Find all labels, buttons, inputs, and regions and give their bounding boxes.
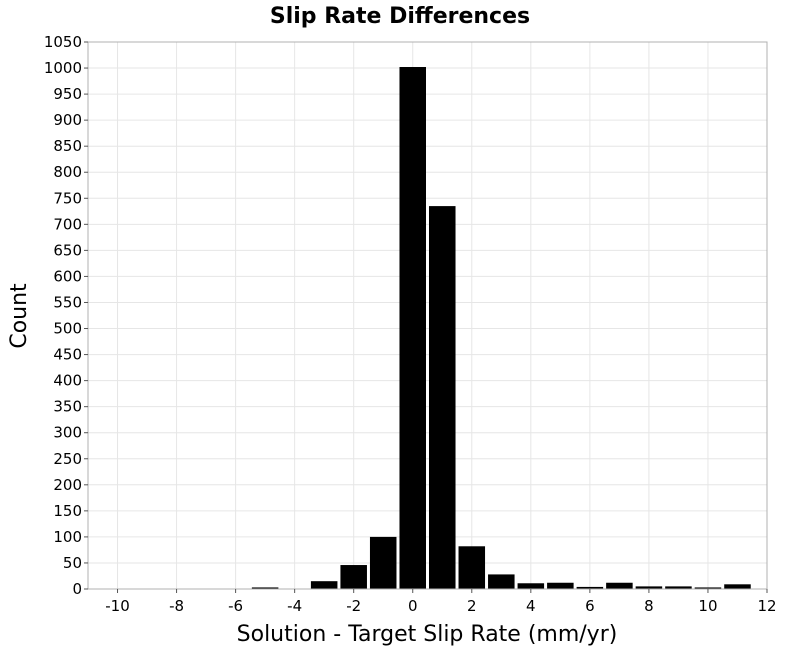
y-tick-label: 1050 (44, 33, 82, 51)
y-tick-label: 200 (53, 476, 82, 494)
histogram-bar (458, 546, 486, 589)
y-tick-label: 350 (53, 398, 82, 416)
y-tick-label: 250 (53, 450, 82, 468)
y-tick-label: 50 (63, 554, 82, 572)
grid-lines (88, 41, 768, 590)
x-tick-label: 0 (408, 597, 418, 615)
x-tick-label: 2 (467, 597, 477, 615)
x-tick-label: 8 (644, 597, 654, 615)
histogram-bar (694, 587, 722, 589)
bars (251, 67, 751, 589)
histogram-bar (606, 582, 633, 589)
histogram-bar (665, 586, 692, 589)
y-tick-label: 850 (53, 137, 82, 155)
y-tick-label: 100 (53, 528, 82, 546)
x-tick-label: -4 (287, 597, 302, 615)
x-tick-label: -8 (169, 597, 184, 615)
x-tick-label: 4 (526, 597, 536, 615)
histogram-bar (488, 574, 515, 589)
y-tick-label: 450 (53, 346, 82, 364)
histogram-bar (369, 536, 397, 589)
x-axis-label: Solution - Target Slip Rate (mm/yr) (237, 622, 618, 647)
histogram-bar (635, 586, 663, 589)
y-tick-label: 300 (53, 424, 82, 442)
y-tick-label: 400 (53, 372, 82, 390)
y-tick-label: 150 (53, 502, 82, 520)
y-tick-label: 750 (53, 189, 82, 207)
histogram-bar (517, 583, 545, 589)
y-tick-label: 700 (53, 215, 82, 233)
y-axis-label: Count (7, 283, 32, 349)
y-tick-label: 500 (53, 320, 82, 338)
y-axis: 0 50 100 150 200 250 300 350 400 450 500 550 600 650 7… (44, 33, 88, 598)
x-tick-label: 10 (698, 597, 717, 615)
x-axis: -10 -8 -6 -4 -2 0 2 4 6 8 10 12 (105, 589, 777, 615)
histogram-bar (576, 586, 604, 589)
histogram-bar (251, 587, 279, 589)
histogram-bar (310, 581, 338, 589)
y-tick-label: 650 (53, 241, 82, 259)
histogram-bar (547, 582, 574, 589)
histogram-bar (429, 206, 456, 589)
y-tick-label: 800 (53, 163, 82, 181)
chart-title: Slip Rate Differences (270, 4, 530, 29)
y-tick-label: 600 (53, 267, 82, 285)
histogram-bar (724, 584, 751, 589)
y-tick-label: 950 (53, 85, 82, 103)
x-tick-label: 6 (585, 597, 595, 615)
y-tick-label: 0 (72, 580, 82, 598)
x-tick-label: -2 (346, 597, 361, 615)
y-tick-label: 1000 (44, 59, 82, 77)
y-tick-label: 900 (53, 111, 82, 129)
plot-frame (87, 41, 768, 590)
x-tick-label: -6 (228, 597, 243, 615)
x-tick-label: 12 (757, 597, 776, 615)
histogram-bar (399, 67, 426, 589)
y-tick-label: 550 (53, 293, 82, 311)
histogram-bar (340, 565, 367, 589)
x-tick-label: -10 (105, 597, 130, 615)
